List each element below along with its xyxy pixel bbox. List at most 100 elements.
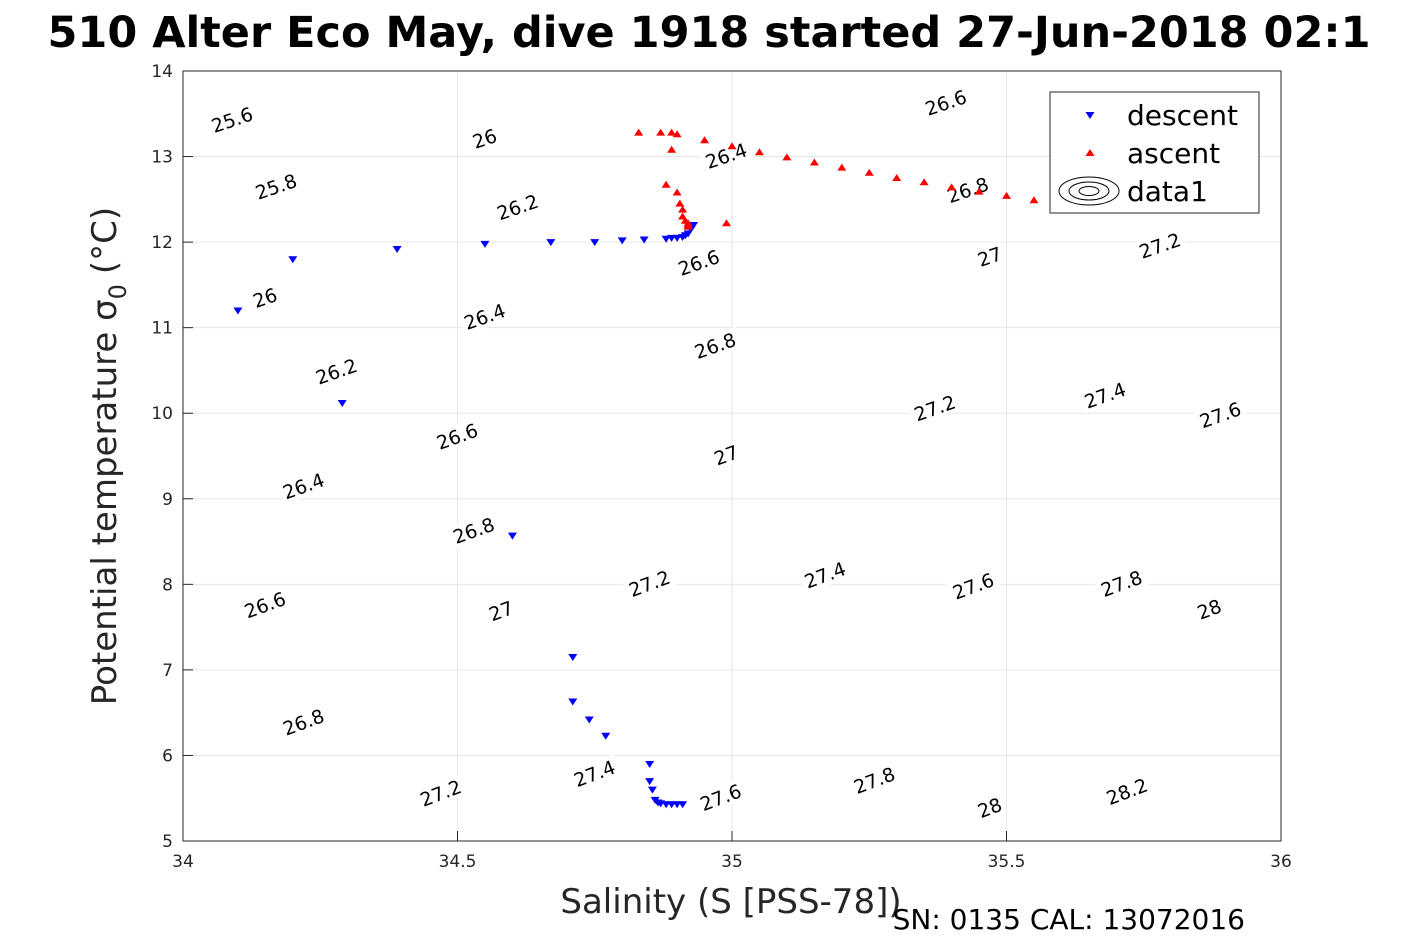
descent-marker [661, 235, 671, 243]
ascent-marker [683, 222, 693, 230]
descent-marker [546, 239, 556, 247]
ascent-marker [672, 130, 682, 138]
contour-label-bg [797, 555, 853, 594]
contour-label-bg [907, 389, 963, 427]
y-axis-label: Potential temperature σ0 (°C) [85, 207, 132, 705]
legend-data1-label: data1 [1127, 175, 1208, 208]
descent-marker [392, 245, 402, 253]
legend-descent-label: descent [1127, 99, 1238, 132]
ascent-marker [678, 205, 688, 213]
contour-label-bg [467, 123, 502, 154]
contour-label-bg [687, 326, 743, 365]
legend-ascent-marker [1085, 149, 1095, 156]
descent-marker [584, 716, 594, 724]
descent-marker [233, 307, 243, 315]
contour-label-bg [309, 352, 364, 390]
contour-label-bg [413, 773, 468, 813]
ascent-marker [837, 163, 847, 171]
x-axis-label: Salinity (S [PSS-78]) [560, 882, 901, 922]
ascent-marker [974, 187, 984, 195]
contour-label-bg [693, 778, 748, 817]
ascent-marker [661, 180, 671, 188]
descent-marker [672, 234, 682, 242]
legend-descent-marker [1085, 112, 1095, 119]
y-axis-ticks: 5 6 7 8 9 10 11 12 13 14 [151, 62, 193, 852]
chart-title: 510 Alter Eco May, dive 1918 started 27-… [47, 8, 1370, 58]
ascent-marker [700, 136, 710, 144]
descent-marker [617, 237, 627, 245]
ascent-marker [754, 148, 764, 156]
y-axis-label-main: Potential temperature σ [85, 299, 125, 705]
contour-label-bg [698, 137, 754, 175]
y-tick-label: 13 [151, 148, 173, 168]
descent-marker [645, 761, 655, 768]
descent-marker [590, 239, 600, 247]
descent-marker [645, 778, 655, 786]
x-axis-ticks: 34 34.5 35 35.5 36 [172, 831, 1292, 872]
descent-marker [647, 786, 657, 794]
descent-marker [639, 236, 649, 244]
legend: descent ascent data1 [1049, 91, 1260, 214]
ascent-marker [1029, 196, 1039, 204]
contour-label-bg [484, 595, 518, 626]
ascent-marker [675, 199, 685, 207]
contour-label-group: 27.6 [1193, 396, 1248, 434]
legend-ascent-label: ascent [1127, 137, 1220, 170]
ascent-marker [722, 219, 732, 227]
contour-label-bg [709, 439, 744, 471]
contour-label-bg [1077, 376, 1133, 414]
descent-marker [288, 256, 298, 264]
y-axis-label-unit: (°C) [85, 207, 125, 274]
contour-label-bg [671, 243, 726, 282]
ascent-marker [656, 128, 666, 136]
descent-marker [337, 399, 347, 407]
x-tick-label: 34 [172, 852, 194, 872]
contour-label-bg [940, 171, 995, 209]
contour-label-bg [1192, 593, 1227, 625]
contour-label-bg [429, 417, 485, 456]
descent-marker [568, 654, 578, 662]
serial-calibration-note: SN: 0135 CAL: 13072016 [893, 903, 1245, 936]
ascent-marker [782, 153, 792, 161]
x-tick-label: 34.5 [439, 852, 477, 872]
ascent-marker [667, 145, 677, 153]
descent-marker [689, 222, 699, 229]
descent-marker [507, 532, 517, 540]
contour-label-bg [1132, 226, 1188, 265]
contour-label-bg [918, 84, 973, 121]
ascent-marker [634, 128, 644, 136]
contour-label-bg [446, 511, 501, 550]
contour-label-bg [237, 585, 293, 624]
descent-marker [678, 801, 688, 809]
contour-label-bg [248, 282, 282, 313]
ascent-marker [809, 158, 819, 166]
ascent-marker [672, 188, 682, 196]
ascent-marker [667, 128, 677, 136]
contour-label-bg [945, 567, 1001, 605]
contour-label-bg [1193, 396, 1248, 434]
ascent-marker [892, 173, 902, 181]
descent-marker [480, 240, 490, 248]
ascent-marker [864, 168, 874, 176]
contour-label-bg [847, 761, 902, 800]
contour-label-bg [204, 101, 260, 139]
contour-label-bg [276, 702, 331, 742]
y-tick-label: 14 [151, 62, 173, 82]
contour-label-bg [490, 188, 545, 226]
descent-marker [568, 698, 578, 706]
contour-label-group: 26.4 [698, 137, 754, 175]
y-tick-label: 12 [151, 233, 173, 253]
contour-label-bg [972, 792, 1007, 823]
y-tick-label: 8 [162, 575, 173, 595]
contour-label-bg [1094, 564, 1149, 603]
y-tick-label: 9 [162, 490, 173, 510]
x-tick-label: 36 [1270, 852, 1292, 872]
contour-label-bg [276, 467, 331, 505]
y-tick-label: 5 [162, 832, 173, 852]
legend-box [1049, 91, 1260, 214]
x-tick-label: 35 [721, 852, 743, 872]
legend-contour-icon [1058, 176, 1120, 206]
contour-label-bg [248, 167, 304, 205]
y-axis-label-subscript: 0 [104, 284, 132, 299]
